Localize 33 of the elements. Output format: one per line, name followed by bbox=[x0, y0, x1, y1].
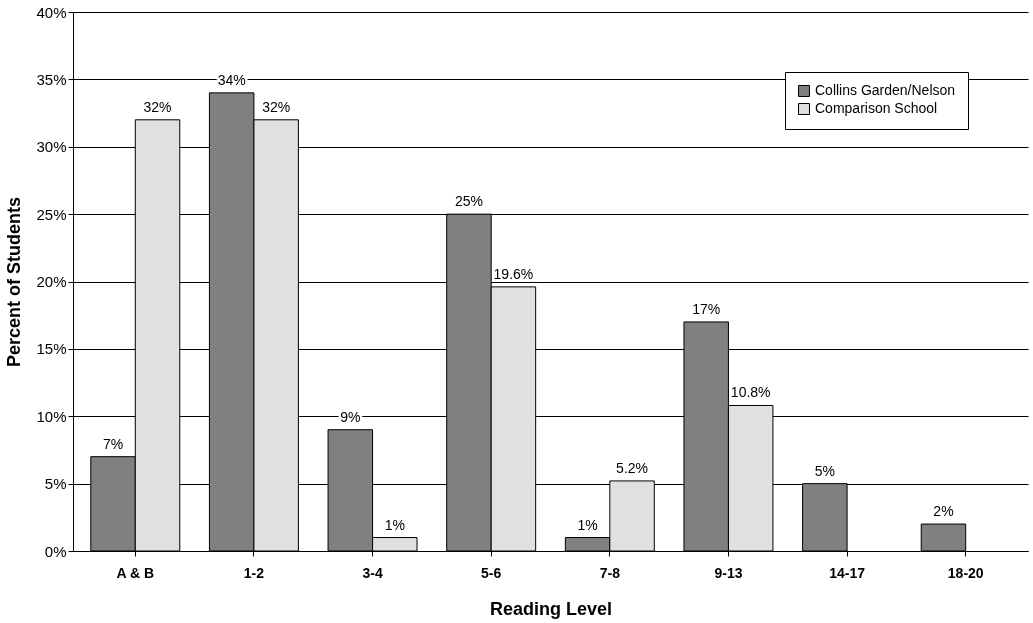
data-label: 7% bbox=[102, 435, 124, 452]
y-axis-title: Percent of Students bbox=[4, 196, 25, 368]
y-tick-label: 30% bbox=[36, 138, 67, 156]
y-tick-label: 25% bbox=[36, 205, 67, 223]
y-tick-label: 40% bbox=[36, 3, 67, 21]
x-tick-label: 7-8 bbox=[599, 564, 621, 581]
data-label: 17% bbox=[692, 300, 721, 317]
legend-label: Comparison School bbox=[815, 100, 938, 116]
y-tick-label: 15% bbox=[36, 340, 67, 358]
data-label: 1% bbox=[384, 516, 405, 533]
data-label: 32% bbox=[262, 98, 291, 115]
x-tick-label: 14-17 bbox=[829, 564, 866, 581]
x-tick-label: 1-2 bbox=[243, 564, 265, 581]
data-label: 32% bbox=[143, 98, 172, 115]
data-label: 1% bbox=[577, 516, 598, 533]
y-tick-label: 35% bbox=[36, 70, 67, 88]
x-tick-label: 5-6 bbox=[481, 564, 502, 581]
y-tick-label: 20% bbox=[36, 273, 67, 290]
data-label: 5% bbox=[814, 462, 835, 479]
data-label: 25% bbox=[454, 193, 483, 210]
y-tick-label: 10% bbox=[36, 407, 67, 425]
data-label: 10.8% bbox=[730, 384, 771, 401]
legend-label: Collins Garden/Nelson bbox=[815, 82, 956, 98]
data-label: 5.2% bbox=[616, 459, 649, 476]
data-label: 2% bbox=[933, 503, 954, 520]
x-tick-label: 18-20 bbox=[947, 564, 984, 581]
x-tick-label: 3-4 bbox=[362, 564, 383, 581]
x-tick-label: A & B bbox=[116, 564, 155, 581]
x-tick-label: 9-13 bbox=[714, 564, 743, 581]
data-label: 19.6% bbox=[493, 265, 534, 282]
x-axis-title: Reading Level bbox=[489, 598, 613, 619]
y-tick-label: 5% bbox=[44, 475, 67, 493]
y-tick-label: 0% bbox=[44, 542, 67, 560]
